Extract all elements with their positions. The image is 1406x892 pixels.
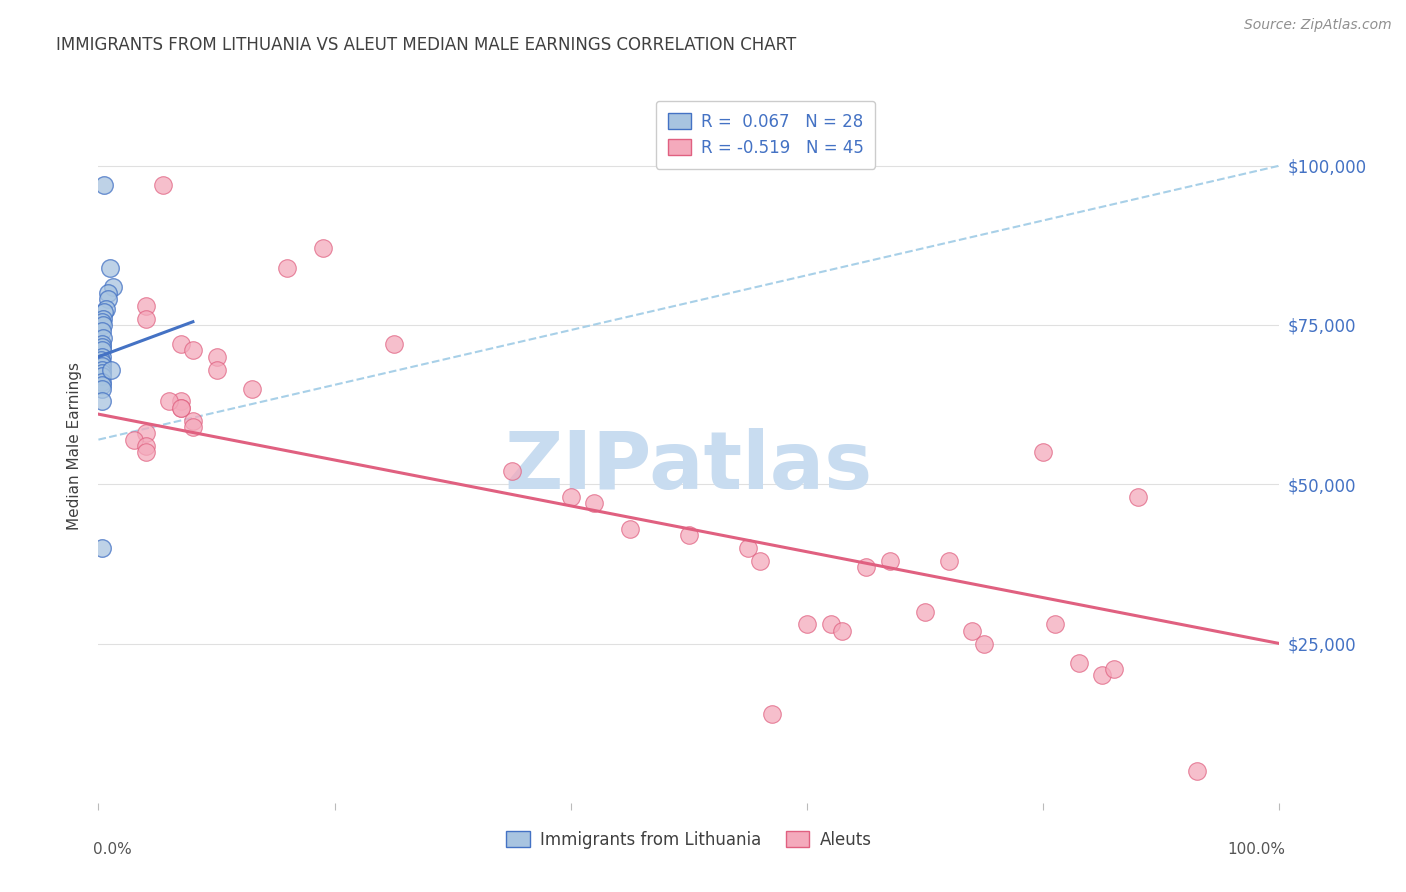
Point	[276, 260, 298, 275]
Point	[1185, 764, 1208, 778]
Point	[181, 343, 204, 358]
Point	[91, 376, 114, 390]
Legend: Immigrants from Lithuania, Aleuts: Immigrants from Lithuania, Aleuts	[496, 821, 882, 859]
Text: 100.0%: 100.0%	[1227, 842, 1285, 857]
Point	[831, 624, 853, 638]
Point	[1102, 662, 1125, 676]
Text: Source: ZipAtlas.com: Source: ZipAtlas.com	[1244, 18, 1392, 32]
Point	[122, 433, 145, 447]
Point	[101, 279, 124, 293]
Point	[962, 624, 984, 638]
Point	[91, 378, 114, 392]
Point	[98, 260, 121, 275]
Point	[91, 541, 114, 555]
Point	[855, 560, 877, 574]
Point	[91, 343, 114, 358]
Point	[181, 420, 204, 434]
Point	[820, 617, 842, 632]
Point	[170, 401, 193, 415]
Point	[97, 293, 120, 307]
Point	[135, 311, 157, 326]
Point	[91, 359, 114, 374]
Point	[205, 362, 228, 376]
Point	[91, 350, 114, 364]
Point	[1126, 490, 1149, 504]
Point	[91, 382, 114, 396]
Point	[135, 426, 157, 441]
Y-axis label: Median Male Earnings: Median Male Earnings	[67, 362, 83, 530]
Point	[152, 178, 174, 192]
Point	[157, 394, 180, 409]
Point	[91, 311, 114, 326]
Text: IMMIGRANTS FROM LITHUANIA VS ALEUT MEDIAN MALE EARNINGS CORRELATION CHART: IMMIGRANTS FROM LITHUANIA VS ALEUT MEDIA…	[56, 36, 796, 54]
Point	[91, 394, 114, 409]
Point	[94, 301, 117, 316]
Point	[501, 465, 523, 479]
Point	[240, 382, 263, 396]
Point	[135, 299, 157, 313]
Point	[583, 496, 606, 510]
Point	[100, 362, 122, 376]
Point	[91, 340, 114, 354]
Point	[761, 706, 783, 721]
Point	[796, 617, 818, 632]
Point	[91, 362, 114, 376]
Point	[91, 366, 114, 380]
Point	[97, 286, 120, 301]
Point	[619, 522, 641, 536]
Point	[93, 178, 115, 192]
Point	[1043, 617, 1066, 632]
Point	[312, 242, 335, 256]
Point	[91, 318, 114, 332]
Point	[737, 541, 759, 555]
Point	[1032, 445, 1054, 459]
Point	[938, 554, 960, 568]
Point	[879, 554, 901, 568]
Point	[181, 413, 204, 427]
Point	[91, 315, 114, 329]
Point	[90, 353, 112, 368]
Point	[560, 490, 582, 504]
Point	[93, 305, 115, 319]
Point	[91, 356, 114, 370]
Point	[170, 394, 193, 409]
Point	[973, 636, 995, 650]
Point	[91, 331, 114, 345]
Point	[1091, 668, 1114, 682]
Point	[135, 439, 157, 453]
Point	[382, 337, 405, 351]
Point	[170, 401, 193, 415]
Point	[678, 528, 700, 542]
Point	[135, 445, 157, 459]
Point	[170, 337, 193, 351]
Point	[91, 324, 114, 338]
Point	[205, 350, 228, 364]
Point	[91, 368, 114, 383]
Text: ZIPatlas: ZIPatlas	[505, 428, 873, 507]
Point	[91, 337, 114, 351]
Text: 0.0%: 0.0%	[93, 842, 131, 857]
Point	[914, 605, 936, 619]
Point	[1067, 656, 1090, 670]
Point	[748, 554, 770, 568]
